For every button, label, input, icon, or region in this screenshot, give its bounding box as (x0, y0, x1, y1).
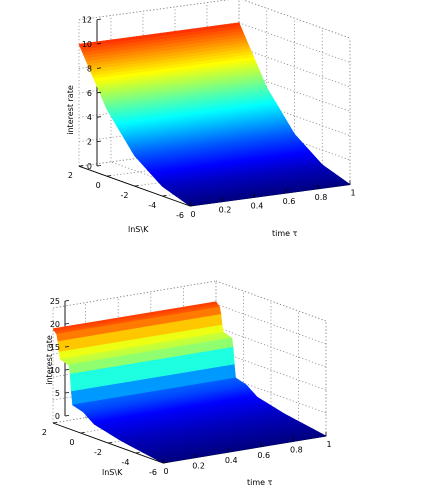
z-axis-label: interest rate (45, 335, 54, 385)
y-tick (162, 462, 168, 464)
x-tick-label: 0.4 (225, 456, 238, 465)
x-tick-label: 0.4 (251, 201, 264, 210)
z-tick (96, 165, 102, 167)
y-tick (134, 185, 139, 187)
wall-grid-line (215, 372, 327, 414)
y-axis-label: lnS\K (128, 225, 149, 234)
x-tick-label: 0.2 (219, 206, 232, 215)
plot-labels: interest rate lnS\K time τ (45, 335, 273, 487)
surface (52, 301, 327, 464)
y-tick-label: -2 (94, 448, 102, 457)
y-tick (80, 432, 85, 434)
wall-grid-line (238, 71, 351, 112)
z-tick-label: 0 (87, 162, 92, 171)
z-tick-label: 25 (50, 297, 60, 306)
y-tick-label: 0 (96, 181, 101, 190)
box-edge (52, 280, 217, 309)
wall-grid-line (215, 349, 327, 391)
y-tick (52, 422, 58, 424)
z-tick-label: 2 (87, 138, 92, 147)
y-tick-label: -2 (121, 191, 129, 200)
z-tick (64, 392, 70, 394)
y-tick-label: 0 (69, 438, 74, 447)
z-tick (96, 67, 102, 69)
z-tick (64, 300, 70, 302)
y-tick-label: -6 (149, 468, 157, 477)
z-tick (64, 369, 70, 371)
z-tick-label: 15 (50, 343, 60, 352)
y-axis-label: lnS\K (102, 468, 123, 477)
y-tick (78, 165, 84, 167)
surface (78, 22, 351, 207)
z-tick-label: 8 (87, 64, 92, 73)
z-tick-label: 10 (82, 40, 92, 49)
box-edge (78, 0, 230, 21)
x-tick-label: 0.8 (290, 445, 303, 454)
wall-grid-line (238, 95, 351, 137)
wall-grid-line (215, 326, 327, 368)
x-tick-label: 0.6 (257, 451, 270, 460)
x-axis-label: time τ (247, 478, 273, 487)
y-tick-label: 2 (42, 428, 47, 437)
z-tick-label: 10 (50, 366, 60, 375)
y-tick (107, 442, 113, 444)
x-tick-label: 0.2 (192, 462, 205, 471)
z-tick (96, 43, 102, 45)
box-edge (242, 0, 351, 39)
z-tick-label: 20 (50, 320, 60, 329)
z-tick (64, 323, 70, 325)
z-tick (96, 116, 102, 118)
z-tick-label: 12 (82, 16, 92, 25)
wall-grid-line (242, 0, 351, 39)
plot-labels: interest rate lnS\K time τ (66, 85, 298, 238)
y-tick-label: 2 (68, 171, 73, 180)
z-tick (64, 415, 70, 417)
y-tick (189, 205, 195, 207)
wall-grid-line (238, 22, 351, 63)
y-tick-label: -6 (176, 211, 184, 220)
y-tick (106, 175, 111, 177)
z-axis-label: interest rate (66, 85, 75, 135)
z-tick (96, 91, 102, 94)
z-tick (96, 140, 102, 142)
z-tick (96, 18, 102, 20)
x-tick-label: 0 (190, 210, 195, 219)
x-axis-label: time τ (272, 229, 298, 238)
z-tick (64, 346, 70, 348)
x-tick-label: 1 (326, 440, 331, 449)
wall-grid-line (238, 46, 351, 88)
x-tick-label: 0.8 (315, 193, 328, 202)
z-tick-label: 4 (87, 113, 92, 122)
z-tick-label: 0 (55, 412, 60, 421)
y-tick (162, 195, 167, 197)
x-tick-label: 1 (350, 189, 355, 198)
y-tick-label: -4 (148, 201, 156, 210)
z-tick-label: 6 (87, 89, 92, 98)
z-tick-label: 5 (55, 389, 60, 398)
y-tick-label: -4 (122, 458, 130, 467)
wall-grid-line (215, 303, 327, 345)
x-tick-label: 0 (163, 467, 168, 476)
x-tick-label: 0.6 (283, 197, 296, 206)
y-tick (135, 452, 140, 454)
box-edge (215, 280, 327, 322)
